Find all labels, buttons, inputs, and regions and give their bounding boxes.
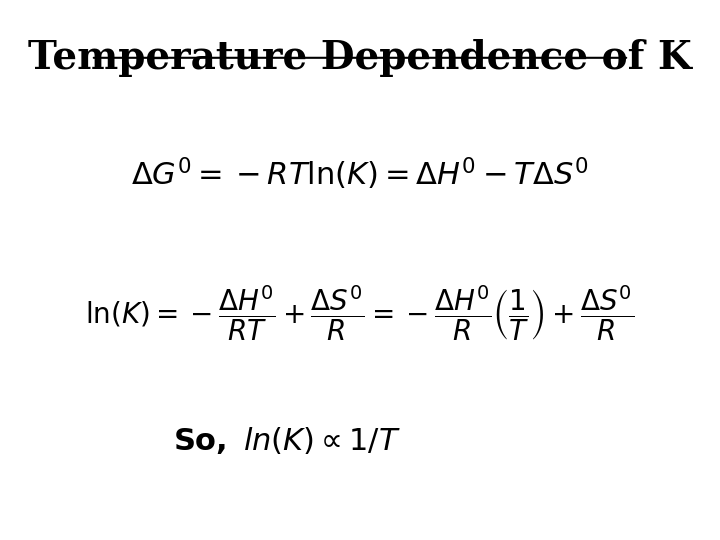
Text: $\Delta G^{0} = -RT\ln(K) = \Delta H^{0} - T\Delta S^{0}$: $\Delta G^{0} = -RT\ln(K) = \Delta H^{0}…: [131, 155, 589, 192]
Text: $\mathbf{So,}$ $\mathit{ln(K)} \propto \mathit{1/T}$: $\mathbf{So,}$ $\mathit{ln(K)} \propto \…: [173, 427, 400, 457]
Text: Temperature Dependence of K: Temperature Dependence of K: [28, 39, 692, 77]
Text: $\ln(K) = -\dfrac{\Delta H^{0}}{RT} + \dfrac{\Delta S^{0}}{R} = -\dfrac{\Delta H: $\ln(K) = -\dfrac{\Delta H^{0}}{RT} + \d…: [86, 283, 634, 343]
